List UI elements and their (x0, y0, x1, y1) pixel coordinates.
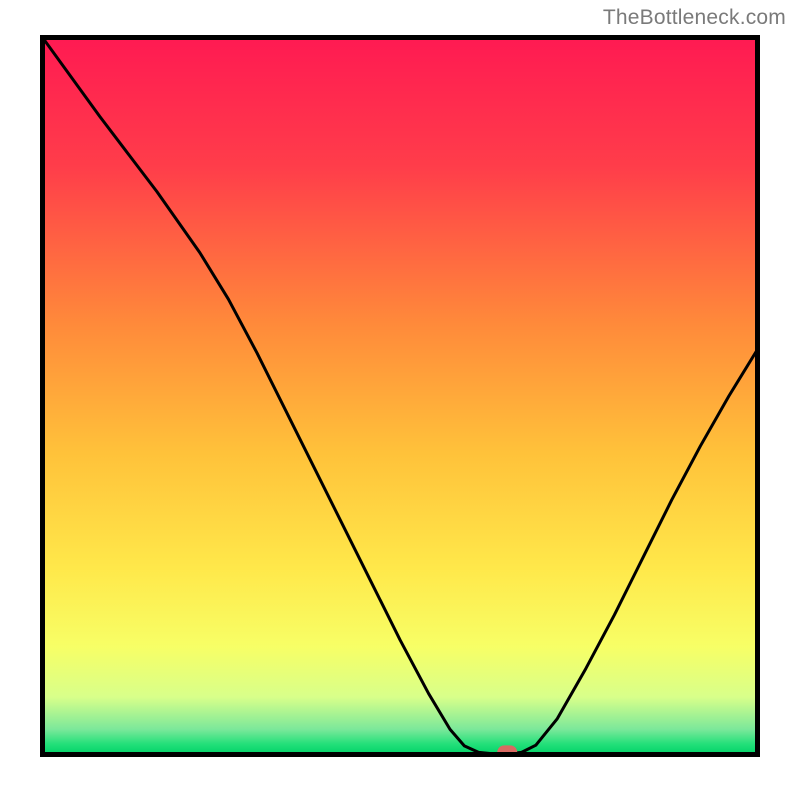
bottleneck-curve-chart (0, 0, 800, 800)
watermark-text: TheBottleneck.com (603, 6, 786, 30)
chart-container: TheBottleneck.com (0, 0, 800, 800)
gradient-background (43, 38, 758, 755)
plot-area (0, 0, 800, 800)
